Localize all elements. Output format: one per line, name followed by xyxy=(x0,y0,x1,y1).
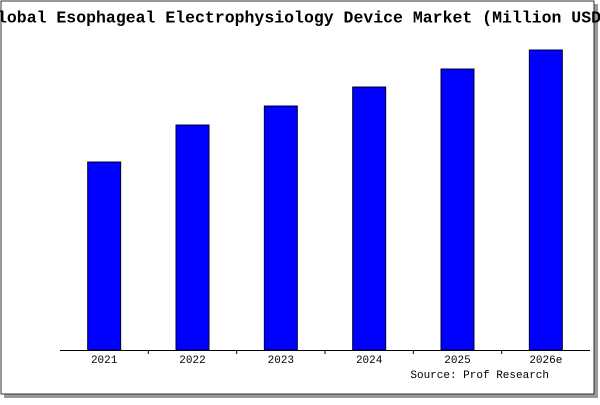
x-tick-label: 2022 xyxy=(179,355,205,367)
bar xyxy=(352,86,387,351)
bar xyxy=(440,68,475,351)
x-tick-label: 2025 xyxy=(444,355,470,367)
x-tick-label: 2021 xyxy=(91,355,118,367)
x-tick-label: 2023 xyxy=(268,355,294,367)
x-tick-label: 2026e xyxy=(529,355,562,367)
bar xyxy=(175,124,210,351)
bar xyxy=(528,49,563,351)
x-tick-label: 2024 xyxy=(356,355,383,367)
chart-title: Global Esophageal Electrophysiology Devi… xyxy=(0,8,600,27)
bar xyxy=(87,161,122,351)
source-note: Source: Prof Research xyxy=(410,370,549,382)
bar xyxy=(263,105,298,351)
